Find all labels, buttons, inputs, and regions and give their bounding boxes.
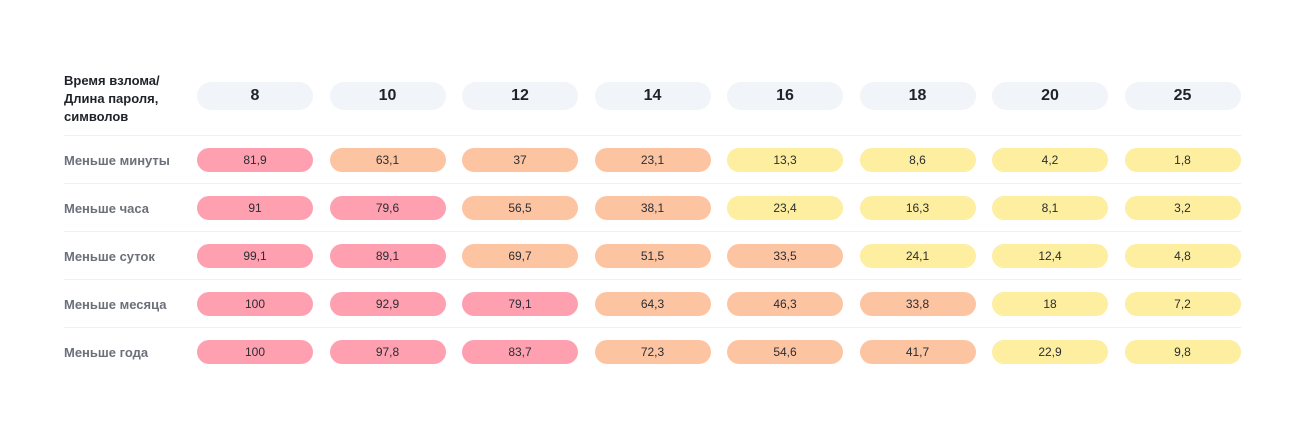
value-cell: 3,2 [1124, 196, 1241, 220]
column-header: 14 [594, 82, 711, 110]
value-cell: 100 [197, 292, 313, 316]
value-cell: 51,5 [594, 244, 711, 268]
value-cell: 37 [462, 148, 578, 172]
value-cell: 54,6 [727, 340, 843, 364]
value-cell: 63,1 [329, 148, 446, 172]
value-cell: 23,1 [594, 148, 711, 172]
value-cell: 38,1 [594, 196, 711, 220]
row-separator [64, 231, 1241, 232]
row-label: Меньше месяца [64, 296, 167, 312]
value-cell: 4,2 [992, 148, 1108, 172]
value-cell: 46,3 [727, 292, 843, 316]
value-cell: 64,3 [594, 292, 711, 316]
row-label: Меньше часа [64, 200, 149, 216]
value-cell: 81,9 [197, 148, 313, 172]
corner-label: Время взлома/ Длина пароля, символов [64, 72, 184, 126]
value-cell: 33,8 [859, 292, 976, 316]
row-label: Меньше минуты [64, 152, 170, 168]
value-cell: 33,5 [727, 244, 843, 268]
value-cell: 23,4 [727, 196, 843, 220]
value-cell: 83,7 [462, 340, 578, 364]
value-cell: 9,8 [1124, 340, 1241, 364]
column-header: 16 [727, 82, 843, 110]
value-cell: 1,8 [1124, 148, 1241, 172]
row-separator [64, 279, 1241, 280]
value-cell: 100 [197, 340, 313, 364]
column-header: 10 [329, 82, 446, 110]
value-cell: 72,3 [594, 340, 711, 364]
column-header: 20 [992, 82, 1108, 110]
value-cell: 56,5 [462, 196, 578, 220]
value-cell: 7,2 [1124, 292, 1241, 316]
row-separator [64, 183, 1241, 184]
value-cell: 79,6 [329, 196, 446, 220]
value-cell: 69,7 [462, 244, 578, 268]
corner-label-line: символов [64, 109, 129, 124]
corner-label-line: Время взлома/ [64, 73, 160, 88]
value-cell: 79,1 [462, 292, 578, 316]
corner-label-line: Длина пароля, [64, 91, 159, 106]
value-cell: 24,1 [859, 244, 976, 268]
value-cell: 91 [197, 196, 313, 220]
value-cell: 97,8 [329, 340, 446, 364]
value-cell: 8,6 [859, 148, 976, 172]
column-header: 12 [462, 82, 578, 110]
value-cell: 22,9 [992, 340, 1108, 364]
value-cell: 8,1 [992, 196, 1108, 220]
row-separator [64, 135, 1241, 136]
column-header: 8 [197, 82, 313, 110]
value-cell: 12,4 [992, 244, 1108, 268]
column-header: 18 [859, 82, 976, 110]
value-cell: 92,9 [329, 292, 446, 316]
value-cell: 89,1 [329, 244, 446, 268]
column-header: 25 [1124, 82, 1241, 110]
row-label: Меньше суток [64, 248, 155, 264]
value-cell: 41,7 [859, 340, 976, 364]
value-cell: 13,3 [727, 148, 843, 172]
value-cell: 16,3 [859, 196, 976, 220]
value-cell: 99,1 [197, 244, 313, 268]
value-cell: 18 [992, 292, 1108, 316]
value-cell: 4,8 [1124, 244, 1241, 268]
row-label: Меньше года [64, 344, 149, 360]
row-separator [64, 327, 1241, 328]
